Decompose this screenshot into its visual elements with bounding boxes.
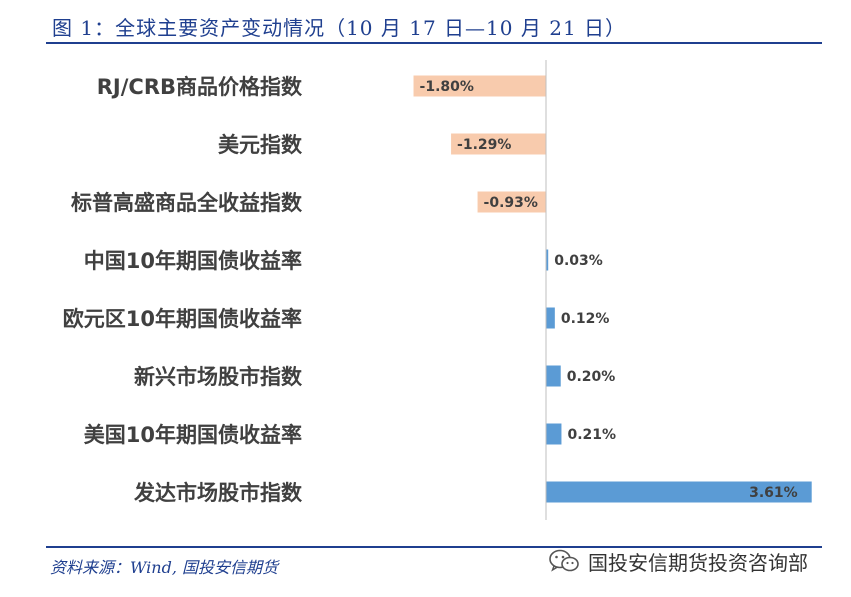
bar-1 (451, 133, 546, 155)
value-label-2: -0.93% (484, 195, 538, 211)
category-label-7: 发达市场股市指数 (133, 481, 303, 505)
title-divider (46, 42, 822, 44)
brand-watermark: 国投安信期货投资咨询部 (548, 546, 808, 576)
brand-name: 国投安信期货投资咨询部 (588, 550, 808, 575)
category-label-6: 美国10年期国债收益率 (84, 423, 302, 447)
value-label-1: -1.29% (457, 137, 511, 153)
value-label-7: 3.61% (749, 485, 798, 501)
value-label-5: 0.20% (567, 369, 616, 385)
category-label-3: 中国10年期国债收益率 (84, 249, 302, 273)
bar-7 (546, 481, 812, 503)
category-label-1: 美元指数 (218, 133, 303, 157)
chart-title: 图 1：全球主要资产变动情况（10 月 17 日—10 月 21 日） (52, 16, 627, 40)
source-note: 资料来源：Wind, 国投安信期货 (50, 558, 279, 577)
wechat-icon (549, 549, 579, 572)
value-label-3: 0.03% (554, 253, 603, 269)
labels-group: RJ/CRB商品价格指数 -1.80% 美元指数 -1.29% 标普高盛商品全收益指数 -… (63, 75, 798, 505)
category-label-2: 标普高盛商品全收益指数 (71, 191, 303, 215)
category-label-4: 欧元区10年期国债收益率 (63, 307, 302, 331)
bar-5 (546, 365, 561, 387)
value-label-4: 0.12% (561, 311, 610, 327)
value-label-0: -1.80% (420, 79, 474, 95)
category-label-5: 新兴市场股市指数 (134, 365, 303, 389)
bar-3 (546, 249, 549, 271)
bar-6 (546, 423, 562, 445)
category-label-0: RJ/CRB商品价格指数 (97, 75, 303, 99)
bar-2 (477, 191, 546, 213)
source-divider (46, 546, 822, 548)
value-label-6: 0.21% (567, 427, 616, 443)
bar-4 (546, 307, 555, 329)
bar-0 (413, 75, 546, 97)
bar-chart: RJ/CRB商品价格指数 -1.80% 美元指数 -1.29% 标普高盛商品全收益指数 -… (63, 60, 812, 520)
bars-group (413, 75, 812, 503)
